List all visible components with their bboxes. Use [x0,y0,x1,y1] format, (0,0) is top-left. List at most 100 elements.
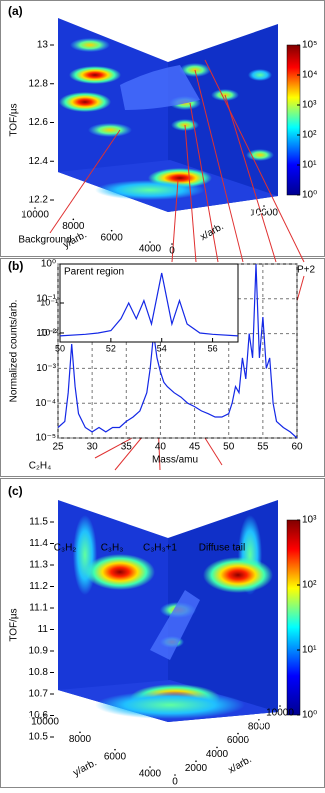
axis-title: TOF/µs [9,608,20,641]
inset-line [59,272,239,337]
axes-icon [21,715,35,723]
z-tick-label: 11.3 [29,560,48,571]
y-tick-label: 10⁻⁴ [35,398,56,409]
colorbar-tick-label: 10⁰ [302,710,317,721]
z-tick-label: 11.2 [29,581,48,592]
panel-label: (c) [8,484,23,498]
y-tick-label: 6000 [104,751,127,762]
annotation: P+2 [297,265,316,276]
tick-mark [195,760,197,762]
x-tick-label: 56 [208,343,218,353]
x-tick-label: 50 [55,343,65,353]
x-tick-label: 4000 [206,749,229,760]
y-tick-label: 6000 [101,232,124,243]
colorbar-tick-label: 10² [302,130,317,141]
z-tick-label: 12.2 [29,195,49,206]
x-tick-label: 25 [52,442,64,453]
inset-area [59,263,239,343]
tick-mark [149,766,151,768]
colorbar-tick-label: 10⁰ [302,190,317,201]
tick-mark [263,205,265,207]
z-tick-label: 11.5 [29,517,48,528]
x-tick-label: 35 [121,442,133,453]
annotation: C₃H₃ [101,543,124,554]
inset-title: Parent region [64,267,124,278]
x-tick-label: 30 [87,442,99,453]
tick-mark [44,714,46,716]
direction-label: E [258,719,265,730]
axis-title: y/arb. [71,757,98,778]
z-tick-label: 11.1 [29,603,48,614]
x-tick-label: 52 [106,343,116,353]
axes-icon-label: x [37,706,42,716]
volume-render [58,500,278,722]
annotation: C₃H₂ [54,543,77,554]
y-tick-label: 10000 [31,717,59,728]
tick-mark [279,705,281,707]
axis-title: x/arb. [226,754,253,776]
panel-label: (b) [8,259,23,273]
x-tick-label: 6000 [227,735,250,746]
annotation: C₂H₄ [29,461,51,472]
axes-icon-label: z [16,702,21,712]
z-tick-label: 13 [37,40,49,51]
direction-label: E [250,202,257,213]
z-tick-label: 11.4 [29,538,48,549]
x-tick-label: 0 [172,777,178,788]
tick-mark [34,207,36,209]
z-tick-label: 10.5 [29,732,49,743]
colorbar [286,44,301,196]
tick-mark [174,774,176,776]
field-arrow [239,208,271,222]
axes-icon [11,721,23,731]
tick-mark [216,746,218,749]
x-tick-label: 0 [169,246,175,257]
field-arrow [247,725,279,739]
z-tick-label: 10.6 [29,710,49,721]
tick-mark [114,748,116,751]
axis-title: Normalized counts/arb. [9,300,20,403]
x-tick-label: 55 [257,442,269,453]
x-tick-label: 10000 [266,708,294,719]
y-tick-label: 10⁻³ [36,363,56,374]
tick-mark [237,732,239,735]
z-tick-label: 11 [38,624,49,635]
tick-mark [72,218,75,221]
z-tick-label: 10.8 [29,667,49,678]
axes-icon-label: x [37,184,42,194]
axes-icon-label: z [16,180,21,190]
colorbar-tick-label: 10⁴ [302,70,317,81]
colorbar-tick-label: 10¹ [302,645,317,656]
y-tick-label: 4000 [139,244,162,255]
tick-mark [79,731,81,734]
axes-icon [21,193,35,201]
axes-icon [11,199,23,209]
z-tick-label: 12.4 [29,156,49,167]
z-tick-label: 10.7 [29,689,49,700]
y-tick-label: 4000 [139,769,162,780]
x-tick-label: 60 [291,442,303,453]
x-tick-label: 2000 [185,763,208,774]
x-tick-label: 40 [155,442,167,453]
annotation: Diffuse tail [199,543,246,554]
annotation: C₃H₃+1 [143,543,177,554]
tick-mark [171,243,173,245]
x-tick-label: 8000 [248,721,271,732]
y-tick-label: 10⁰ [41,259,56,270]
x-tick-label: 54 [157,343,167,353]
y-tick-label: 10⁻² [36,328,56,339]
tick-mark [149,241,151,243]
y-tick-label: 10⁻¹ [36,293,56,304]
axis-title: TOF/µs [9,103,20,136]
axes-icon-label: y [20,206,25,216]
x-tick-label: 10000 [250,208,278,219]
axis-title: x/arb. [198,221,225,243]
volume-render [58,18,278,212]
tick-mark [110,229,113,232]
colorbar [286,519,301,716]
y-tick-label: 10⁻⁵ [35,433,56,444]
y-tick-label: 10⁻² [40,327,58,337]
tick-mark [258,719,260,721]
y-tick-label: 8000 [69,734,92,745]
